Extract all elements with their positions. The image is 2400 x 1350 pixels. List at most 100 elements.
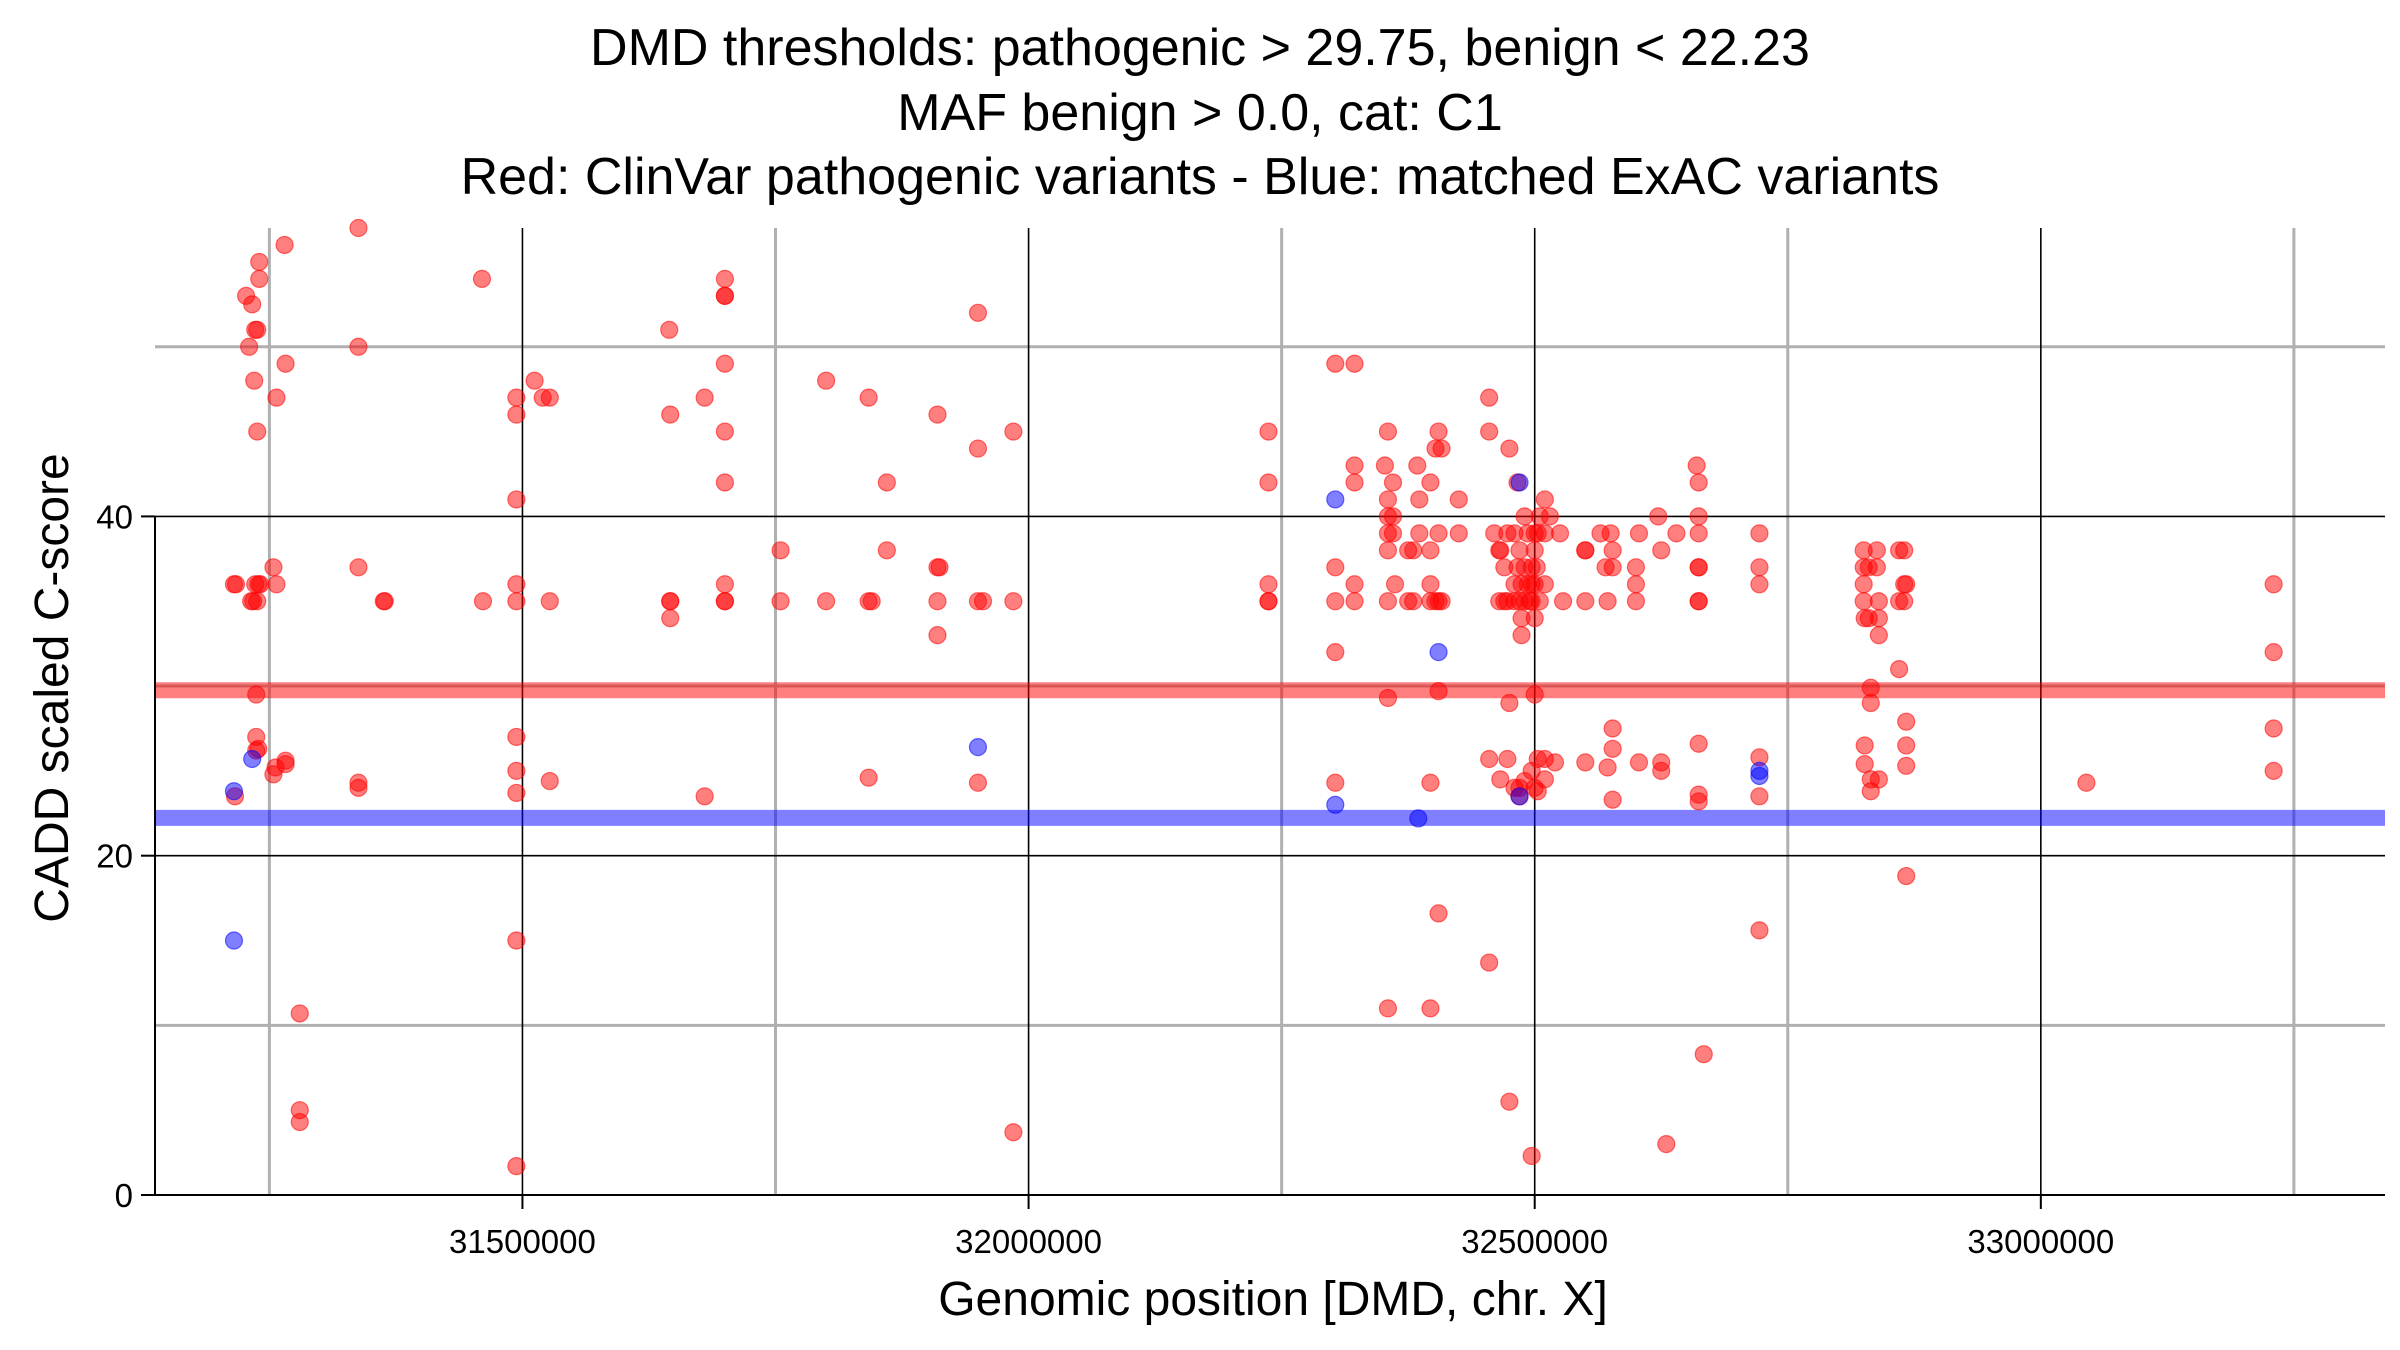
pathogenic-point <box>1689 524 1708 543</box>
pathogenic-point <box>1525 609 1544 628</box>
pathogenic-point <box>1689 592 1708 611</box>
pathogenic-point <box>928 592 947 611</box>
pathogenic-point <box>1378 490 1398 509</box>
pathogenic-point <box>660 320 679 339</box>
pathogenic-point <box>1378 541 1398 560</box>
benign-point <box>224 931 244 950</box>
threshold-lines <box>155 682 2385 826</box>
pathogenic-point <box>290 1004 309 1023</box>
pathogenic-point <box>1345 354 1364 373</box>
pathogenic-point <box>1326 354 1345 373</box>
pathogenic-point <box>1525 685 1544 704</box>
pathogenic-point <box>715 575 735 594</box>
pathogenic-point <box>1545 753 1565 772</box>
pathogenic-point <box>1689 734 1708 753</box>
pathogenic-point <box>1897 736 1916 755</box>
benign-point <box>1326 490 1345 509</box>
pathogenic-point <box>248 320 267 339</box>
pathogenic-point <box>1603 558 1622 577</box>
pathogenic-point <box>1378 422 1398 441</box>
data-points <box>224 218 2283 1176</box>
pathogenic-point <box>247 685 266 704</box>
pathogenic-point <box>1897 756 1916 775</box>
pathogenic-point <box>771 541 790 560</box>
pathogenic-point <box>1689 792 1708 811</box>
pathogenic-point <box>1326 558 1345 577</box>
pathogenic-point <box>968 773 988 792</box>
pathogenic-point <box>661 405 680 424</box>
pathogenic-point <box>1500 439 1519 458</box>
pathogenic-point <box>1667 524 1686 543</box>
benign-point <box>1750 766 1769 786</box>
pathogenic-point <box>1629 524 1649 543</box>
pathogenic-point <box>715 473 735 492</box>
pathogenic-point <box>507 575 526 594</box>
pathogenic-point <box>1649 507 1668 526</box>
pathogenic-point <box>507 405 526 424</box>
pathogenic-point <box>1525 541 1544 560</box>
pathogenic-point <box>2264 643 2283 662</box>
pathogenic-point <box>1421 999 1440 1018</box>
title-line-1: DMD thresholds: pathogenic > 29.75, beni… <box>590 19 1810 77</box>
pathogenic-point <box>507 1157 526 1176</box>
benign-point <box>1510 473 1529 492</box>
pathogenic-point <box>507 727 526 747</box>
pathogenic-point <box>1345 456 1364 475</box>
pathogenic-point <box>2264 761 2283 780</box>
pathogenic-point <box>250 269 269 288</box>
pathogenic-point <box>1259 575 1278 594</box>
pathogenic-point <box>1429 904 1448 923</box>
pathogenic-point <box>1480 953 1499 972</box>
x-tick-label: 31500000 <box>449 1223 596 1260</box>
pathogenic-point <box>1861 693 1880 713</box>
pathogenic-point <box>1689 558 1708 577</box>
pathogenic-point <box>226 575 246 594</box>
pathogenic-point <box>507 761 526 780</box>
title-line-3: Red: ClinVar pathogenic variants - Blue:… <box>460 148 1940 206</box>
pathogenic-point <box>1750 787 1769 806</box>
pathogenic-point <box>290 1112 309 1132</box>
pathogenic-point <box>1626 558 1646 577</box>
pathogenic-point <box>1432 592 1451 611</box>
pathogenic-point <box>1480 422 1499 441</box>
pathogenic-point <box>245 371 264 390</box>
pathogenic-point <box>1429 682 1448 701</box>
pathogenic-point <box>859 768 878 787</box>
pathogenic-point <box>968 439 988 458</box>
pathogenic-point <box>1500 1092 1519 1111</box>
pathogenic-point <box>859 388 878 407</box>
pathogenic-point <box>1550 524 1570 543</box>
pathogenic-point <box>1429 422 1448 441</box>
pathogenic-point <box>1855 754 1874 774</box>
pathogenic-point <box>1259 473 1278 492</box>
pathogenic-point <box>930 558 949 577</box>
pathogenic-point <box>1897 866 1916 886</box>
pathogenic-point <box>1869 609 1888 628</box>
pathogenic-point <box>507 783 526 803</box>
pathogenic-point <box>1259 422 1278 441</box>
pathogenic-point <box>267 388 286 407</box>
pathogenic-point <box>1861 678 1880 697</box>
pathogenic-point <box>349 778 368 797</box>
pathogenic-point <box>1345 575 1364 594</box>
y-tick-label: 40 <box>96 498 133 535</box>
pathogenic-point <box>1345 592 1364 611</box>
pathogenic-point <box>248 422 267 441</box>
pathogenic-point <box>507 388 526 407</box>
pathogenic-point <box>1535 575 1554 594</box>
pathogenic-point <box>1491 770 1510 789</box>
pathogenic-point <box>1603 790 1622 809</box>
pathogenic-point <box>1750 524 1769 543</box>
pathogenic-point <box>1449 490 1468 509</box>
pathogenic-point <box>1429 524 1448 543</box>
pathogenic-point <box>1404 541 1423 560</box>
pathogenic-point <box>1421 575 1440 594</box>
pathogenic-point <box>1345 473 1364 492</box>
pathogenic-point <box>1689 507 1708 526</box>
pathogenic-point <box>1404 592 1423 611</box>
pathogenic-point <box>695 388 714 407</box>
pathogenic-point <box>1750 575 1769 594</box>
pathogenic-point <box>1576 753 1595 772</box>
pathogenic-point <box>275 235 294 255</box>
